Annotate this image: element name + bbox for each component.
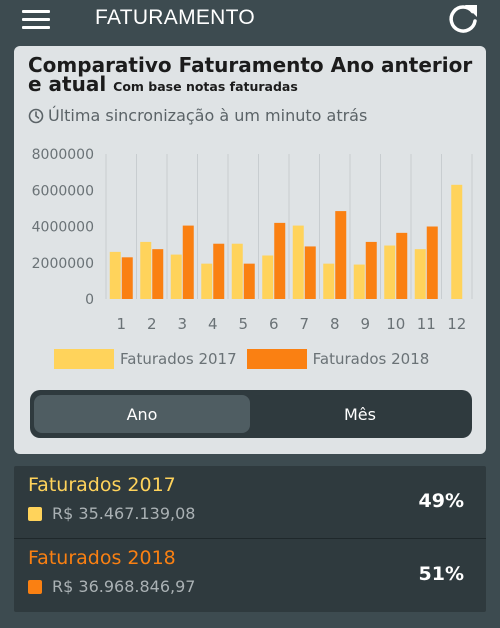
- x-tick-label: 2: [147, 315, 157, 333]
- bar-faturados-2017-3[interactable]: [170, 254, 182, 299]
- bar-faturados-2018-7[interactable]: [304, 246, 316, 299]
- stat-swatch-2018: [28, 579, 42, 594]
- bar-faturados-2018-3[interactable]: [182, 225, 194, 299]
- y-tick-label: 4000000: [32, 220, 94, 236]
- bar-faturados-2017-10[interactable]: [384, 245, 396, 299]
- bar-faturados-2018-11[interactable]: [426, 226, 438, 300]
- x-tick-label: 10: [386, 315, 405, 333]
- stat-row-2017: Faturados 2017 R$ 35.467.139,08 49%: [14, 466, 486, 539]
- bar-faturados-2017-4[interactable]: [201, 263, 213, 299]
- bar-faturados-2018-5[interactable]: [243, 263, 255, 299]
- app-title: FATURAMENTO: [95, 6, 256, 29]
- bar-faturados-2018-4[interactable]: [213, 243, 225, 299]
- stat-amount-2017: R$ 35.467.139,08: [52, 504, 196, 523]
- card-subtitle: Com base notas faturadas: [113, 79, 298, 94]
- bar-faturados-2018-10[interactable]: [396, 232, 408, 299]
- x-tick-label: 12: [447, 315, 466, 333]
- legend-label-2018: Faturados 2018: [312, 350, 430, 368]
- chart-legend: Faturados 2017 Faturados 2018: [54, 349, 439, 369]
- y-tick-label: 2000000: [32, 256, 94, 272]
- bar-faturados-2017-6[interactable]: [262, 255, 274, 300]
- legend-label-2017: Faturados 2017: [120, 350, 237, 368]
- y-tick-label: 0: [85, 292, 94, 308]
- x-tick-label: 1: [116, 315, 126, 333]
- bar-faturados-2018-8[interactable]: [335, 211, 347, 299]
- stat-amount-2018: R$ 36.968.846,97: [52, 577, 196, 596]
- hamburger-menu-icon[interactable]: [22, 10, 50, 30]
- legend-swatch-2017: [54, 349, 114, 369]
- toggle-ano-button[interactable]: Ano: [34, 395, 250, 433]
- bar-faturados-2017-9[interactable]: [353, 264, 365, 299]
- bar-faturados-2017-2[interactable]: [140, 241, 152, 299]
- period-toggle: Ano Mês: [30, 390, 472, 438]
- x-tick-label: 8: [330, 315, 340, 333]
- sync-status: Última sincronização à um minuto atrás: [28, 106, 367, 125]
- sync-text: Última sincronização à um minuto atrás: [48, 106, 368, 125]
- bar-faturados-2018-2[interactable]: [152, 249, 164, 299]
- bar-faturados-2017-8[interactable]: [323, 263, 335, 299]
- bar-faturados-2017-11[interactable]: [414, 249, 426, 299]
- bar-faturados-2017-12[interactable]: [451, 184, 463, 299]
- x-tick-label: 11: [417, 315, 436, 333]
- x-tick-label: 5: [238, 315, 248, 333]
- card-title-text: Comparativo Faturamento Ano anterior e a…: [28, 53, 473, 96]
- stat-percent-2018: 51%: [418, 563, 464, 585]
- chart-card: Comparativo Faturamento Ano anterior e a…: [14, 46, 486, 454]
- stat-value-2018: R$ 36.968.846,97: [28, 577, 195, 596]
- y-tick-label: 8000000: [32, 147, 94, 163]
- bar-faturados-2017-1[interactable]: [109, 251, 121, 299]
- bar-faturados-2018-1[interactable]: [121, 257, 133, 299]
- x-tick-label: 4: [208, 315, 218, 333]
- stat-title-2018: Faturados 2018: [28, 547, 176, 569]
- legend-swatch-2018: [246, 349, 307, 369]
- top-app-bar: FATURAMENTO: [0, 0, 500, 38]
- stat-row-2018: Faturados 2018 R$ 36.968.846,97 51%: [14, 539, 486, 611]
- stat-title-2017: Faturados 2017: [28, 474, 176, 496]
- y-tick-label: 6000000: [32, 183, 94, 199]
- bar-faturados-2018-9[interactable]: [365, 241, 377, 299]
- refresh-icon[interactable]: [446, 2, 480, 36]
- x-tick-label: 6: [269, 315, 279, 333]
- stat-value-2017: R$ 35.467.139,08: [28, 504, 195, 523]
- totals-panel: Faturados 2017 R$ 35.467.139,08 49% Fatu…: [14, 466, 486, 612]
- toggle-mes-button[interactable]: Mês: [344, 404, 376, 424]
- bar-faturados-2017-5[interactable]: [231, 243, 243, 299]
- stat-swatch-2017: [28, 506, 42, 521]
- clock-icon: [28, 108, 44, 123]
- bar-faturados-2018-6[interactable]: [274, 222, 286, 299]
- x-tick-label: 7: [299, 315, 309, 333]
- x-tick-label: 3: [177, 315, 187, 333]
- card-title: Comparativo Faturamento Ano anterior e a…: [28, 53, 478, 96]
- bar-faturados-2017-7[interactable]: [292, 225, 304, 299]
- stat-percent-2017: 49%: [418, 490, 464, 512]
- x-tick-label: 9: [360, 315, 370, 333]
